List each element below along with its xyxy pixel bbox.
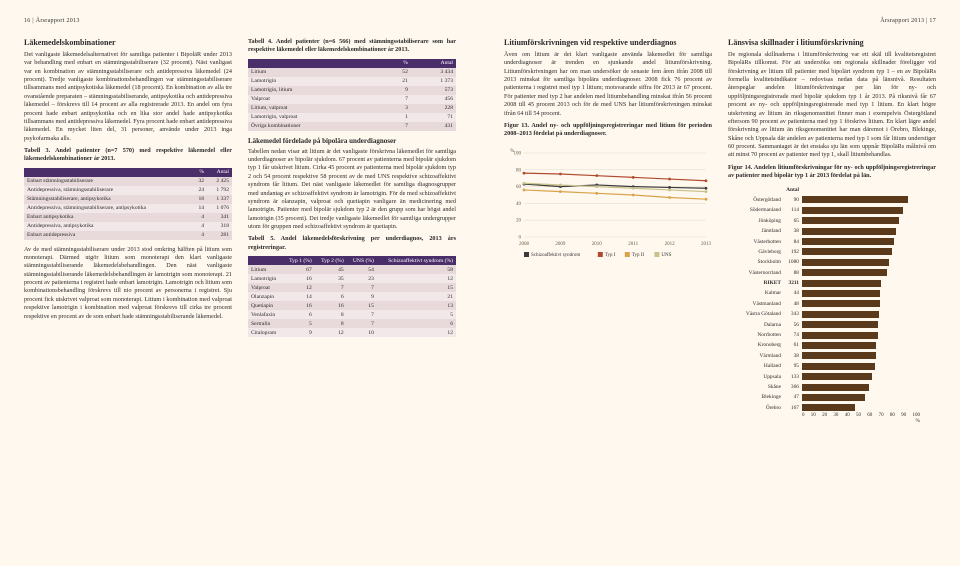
svg-text:Typ I: Typ I bbox=[605, 253, 616, 258]
svg-text:UNS: UNS bbox=[661, 253, 671, 258]
fig14-row: Dalarna56 bbox=[728, 319, 936, 329]
fig14-row: Gävleborg192 bbox=[728, 247, 936, 257]
svg-text:Typ II: Typ II bbox=[632, 253, 645, 258]
fig14-row: Blekinge47 bbox=[728, 392, 936, 402]
figure13-chart: 0 20 40 60 80 100% 2008 2009 2010 2011 2012 2013 Sch… bbox=[504, 147, 712, 265]
svg-text:80: 80 bbox=[516, 168, 522, 173]
svg-text:40: 40 bbox=[516, 201, 522, 206]
fig14-row: Värmland38 bbox=[728, 351, 936, 361]
body-text: Av de med stämningsstabiliserare under 2… bbox=[24, 246, 232, 321]
fig14-row: Södermanland114 bbox=[728, 205, 936, 215]
svg-text:2009: 2009 bbox=[555, 242, 566, 247]
table4-caption: Tabell 4. Andel patienter (n=6 566) med … bbox=[248, 38, 456, 55]
svg-text:2010: 2010 bbox=[592, 242, 603, 247]
body-text: Tabellen nedan visar att litium är det v… bbox=[248, 148, 456, 232]
left-col1: Läkemedelskombinationer Det vanligaste l… bbox=[24, 38, 232, 558]
figure14-chart: AntalÖstergötland90Södermanland114Jönköp… bbox=[728, 184, 936, 424]
fig14-row: Uppsala133 bbox=[728, 371, 936, 381]
table3: %AntalEnbart stämningsstabiliserare322 4… bbox=[24, 168, 232, 240]
left-col2: Tabell 4. Andel patienter (n=6 566) med … bbox=[248, 38, 456, 558]
page-header-right: Årsrapport 2013 | 17 bbox=[504, 18, 936, 24]
svg-text:20: 20 bbox=[516, 218, 522, 223]
section-heading: Länsvisa skillnader i litiumförskrivning bbox=[728, 38, 936, 47]
page-header-left: 16 | Årsrapport 2013 bbox=[24, 18, 456, 24]
body-text: De regionala skillnaderna i litiumförskr… bbox=[728, 51, 936, 160]
right-col1: Litiumförskrivningen vid respektive unde… bbox=[504, 38, 712, 558]
fig14-caption: Figur 14. Andelen litiumförskrivningar f… bbox=[728, 164, 936, 181]
table5-caption: Tabell 5. Andel läkemedelsförskrivning p… bbox=[248, 235, 456, 252]
fig14-row: Kalmar44 bbox=[728, 288, 936, 298]
table5: Typ 1 (%)Typ 2 (%)UNS (%)Schizoaffektivt… bbox=[248, 256, 456, 337]
body-text: Även om litium är det klart vanligaste a… bbox=[504, 51, 712, 118]
svg-text:2013: 2013 bbox=[701, 242, 712, 247]
fig14-row: Stockholm1080 bbox=[728, 257, 936, 267]
fig14-row: Västernorrland88 bbox=[728, 268, 936, 278]
svg-text:Schizoaffektivt syndrom: Schizoaffektivt syndrom bbox=[531, 253, 580, 258]
svg-text:60: 60 bbox=[516, 185, 522, 190]
fig14-row: Norrbotten74 bbox=[728, 330, 936, 340]
section-heading: Litiumförskrivningen vid respektive unde… bbox=[504, 38, 712, 47]
svg-text:2008: 2008 bbox=[519, 242, 530, 247]
svg-text:0: 0 bbox=[519, 235, 522, 240]
subheading: Läkemedel fördelade på bipolära underdia… bbox=[248, 137, 456, 145]
fig14-row: Skåne366 bbox=[728, 382, 936, 392]
fig14-row: Kronoberg61 bbox=[728, 340, 936, 350]
table3-caption: Tabell 3. Andel patienter (n=7 570) med … bbox=[24, 147, 232, 164]
fig14-row: Örebro167 bbox=[728, 403, 936, 413]
fig14-row: Östergötland90 bbox=[728, 195, 936, 205]
fig14-row: Västmanland48 bbox=[728, 299, 936, 309]
table4: %AntalLitium523 434Lamotrigin211 373Lamo… bbox=[248, 59, 456, 131]
svg-text:100: 100 bbox=[514, 151, 522, 156]
fig14-row: RIKET3211 bbox=[728, 278, 936, 288]
fig14-row: Västra Götaland343 bbox=[728, 309, 936, 319]
svg-text:%: % bbox=[510, 149, 514, 154]
fig14-row: Halland95 bbox=[728, 361, 936, 371]
right-col2: Länsvisa skillnader i litiumförskrivning… bbox=[728, 38, 936, 558]
fig13-caption: Figur 13. Andel ny- och uppföljningsregi… bbox=[504, 122, 712, 139]
fig14-row: Västerbotten84 bbox=[728, 236, 936, 246]
body-text: Det vanligaste läkemedelsalternativet fö… bbox=[24, 51, 232, 143]
svg-text:2012: 2012 bbox=[665, 242, 676, 247]
svg-text:2011: 2011 bbox=[628, 242, 638, 247]
section-heading: Läkemedelskombinationer bbox=[24, 38, 232, 47]
fig14-row: Jämtland38 bbox=[728, 226, 936, 236]
fig14-row: Jönköping65 bbox=[728, 216, 936, 226]
